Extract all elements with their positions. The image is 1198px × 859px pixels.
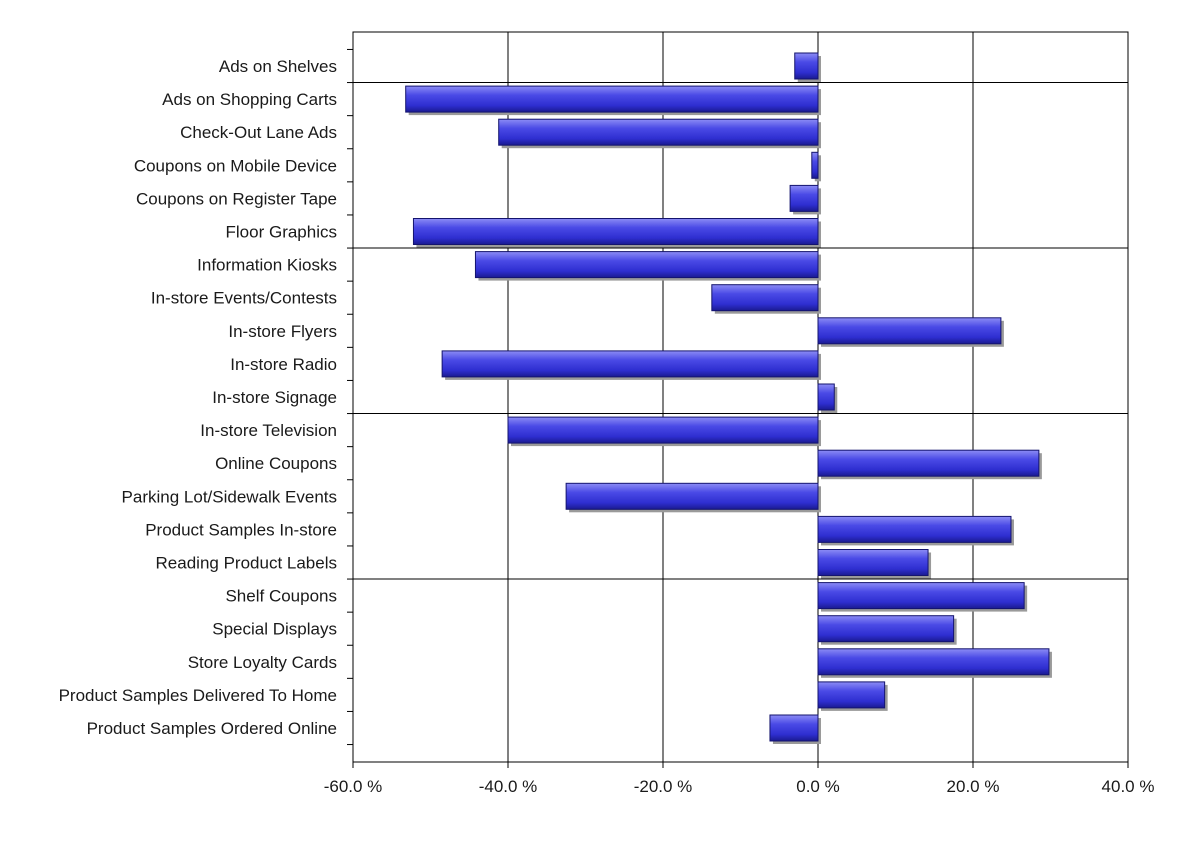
category-label: Shelf Coupons: [225, 587, 337, 606]
category-label: In-store Television: [200, 421, 337, 440]
x-tick-label: -20.0 %: [634, 777, 693, 796]
category-label: Coupons on Mobile Device: [134, 156, 337, 175]
category-label: Parking Lot/Sidewalk Events: [122, 487, 337, 506]
bar: [498, 118, 819, 146]
bar: [507, 416, 819, 444]
bar: [789, 184, 819, 212]
x-tick-label: -40.0 %: [479, 777, 538, 796]
category-label: In-store Events/Contests: [151, 289, 337, 308]
bar: [817, 317, 1002, 345]
category-label: Ads on Shelves: [219, 57, 337, 76]
category-label: Special Displays: [212, 620, 337, 639]
category-label: Online Coupons: [215, 454, 337, 473]
x-tick-label: 40.0 %: [1102, 777, 1155, 796]
category-label: Store Loyalty Cards: [188, 653, 337, 672]
bar: [412, 218, 819, 245]
bar: [794, 52, 819, 80]
bar: [817, 648, 1050, 676]
x-tick-label: 0.0 %: [796, 777, 839, 796]
category-labels: Ads on Shelves Ads on Shopping Carts Check…: [59, 57, 337, 738]
category-label: In-store Signage: [212, 388, 337, 407]
category-label: In-store Flyers: [228, 322, 337, 341]
category-label: Product Samples Delivered To Home: [59, 686, 337, 705]
bar: [474, 251, 819, 279]
bar: [405, 85, 819, 113]
category-label: Reading Product Labels: [156, 554, 337, 573]
x-tick-label: 20.0 %: [947, 777, 1000, 796]
bar: [711, 284, 819, 312]
category-label: In-store Radio: [230, 355, 337, 374]
x-axis-ticks: -60.0 % -40.0 % -20.0 % 0.0 % 20.0 % 40.0 %: [324, 48, 1155, 796]
bar: [565, 482, 819, 510]
category-label: Product Samples In-store: [145, 520, 337, 539]
category-label: Ads on Shopping Carts: [162, 90, 337, 109]
bar: [817, 549, 929, 576]
x-tick-label: -60.0 %: [324, 777, 383, 796]
bar: [817, 681, 886, 709]
category-label: Information Kiosks: [197, 256, 337, 275]
category-label: Coupons on Register Tape: [136, 189, 337, 208]
category-label: Floor Graphics: [226, 223, 337, 242]
bars: [405, 52, 1052, 744]
bar: [817, 515, 1012, 543]
bar: [817, 615, 955, 643]
bar: [441, 350, 819, 378]
bar: [811, 151, 819, 179]
bar: [769, 714, 819, 742]
category-label: Check-Out Lane Ads: [180, 123, 337, 142]
bar: [817, 383, 835, 411]
bar: [817, 582, 1025, 610]
bar: [817, 449, 1040, 477]
category-label: Product Samples Ordered Online: [87, 719, 337, 738]
